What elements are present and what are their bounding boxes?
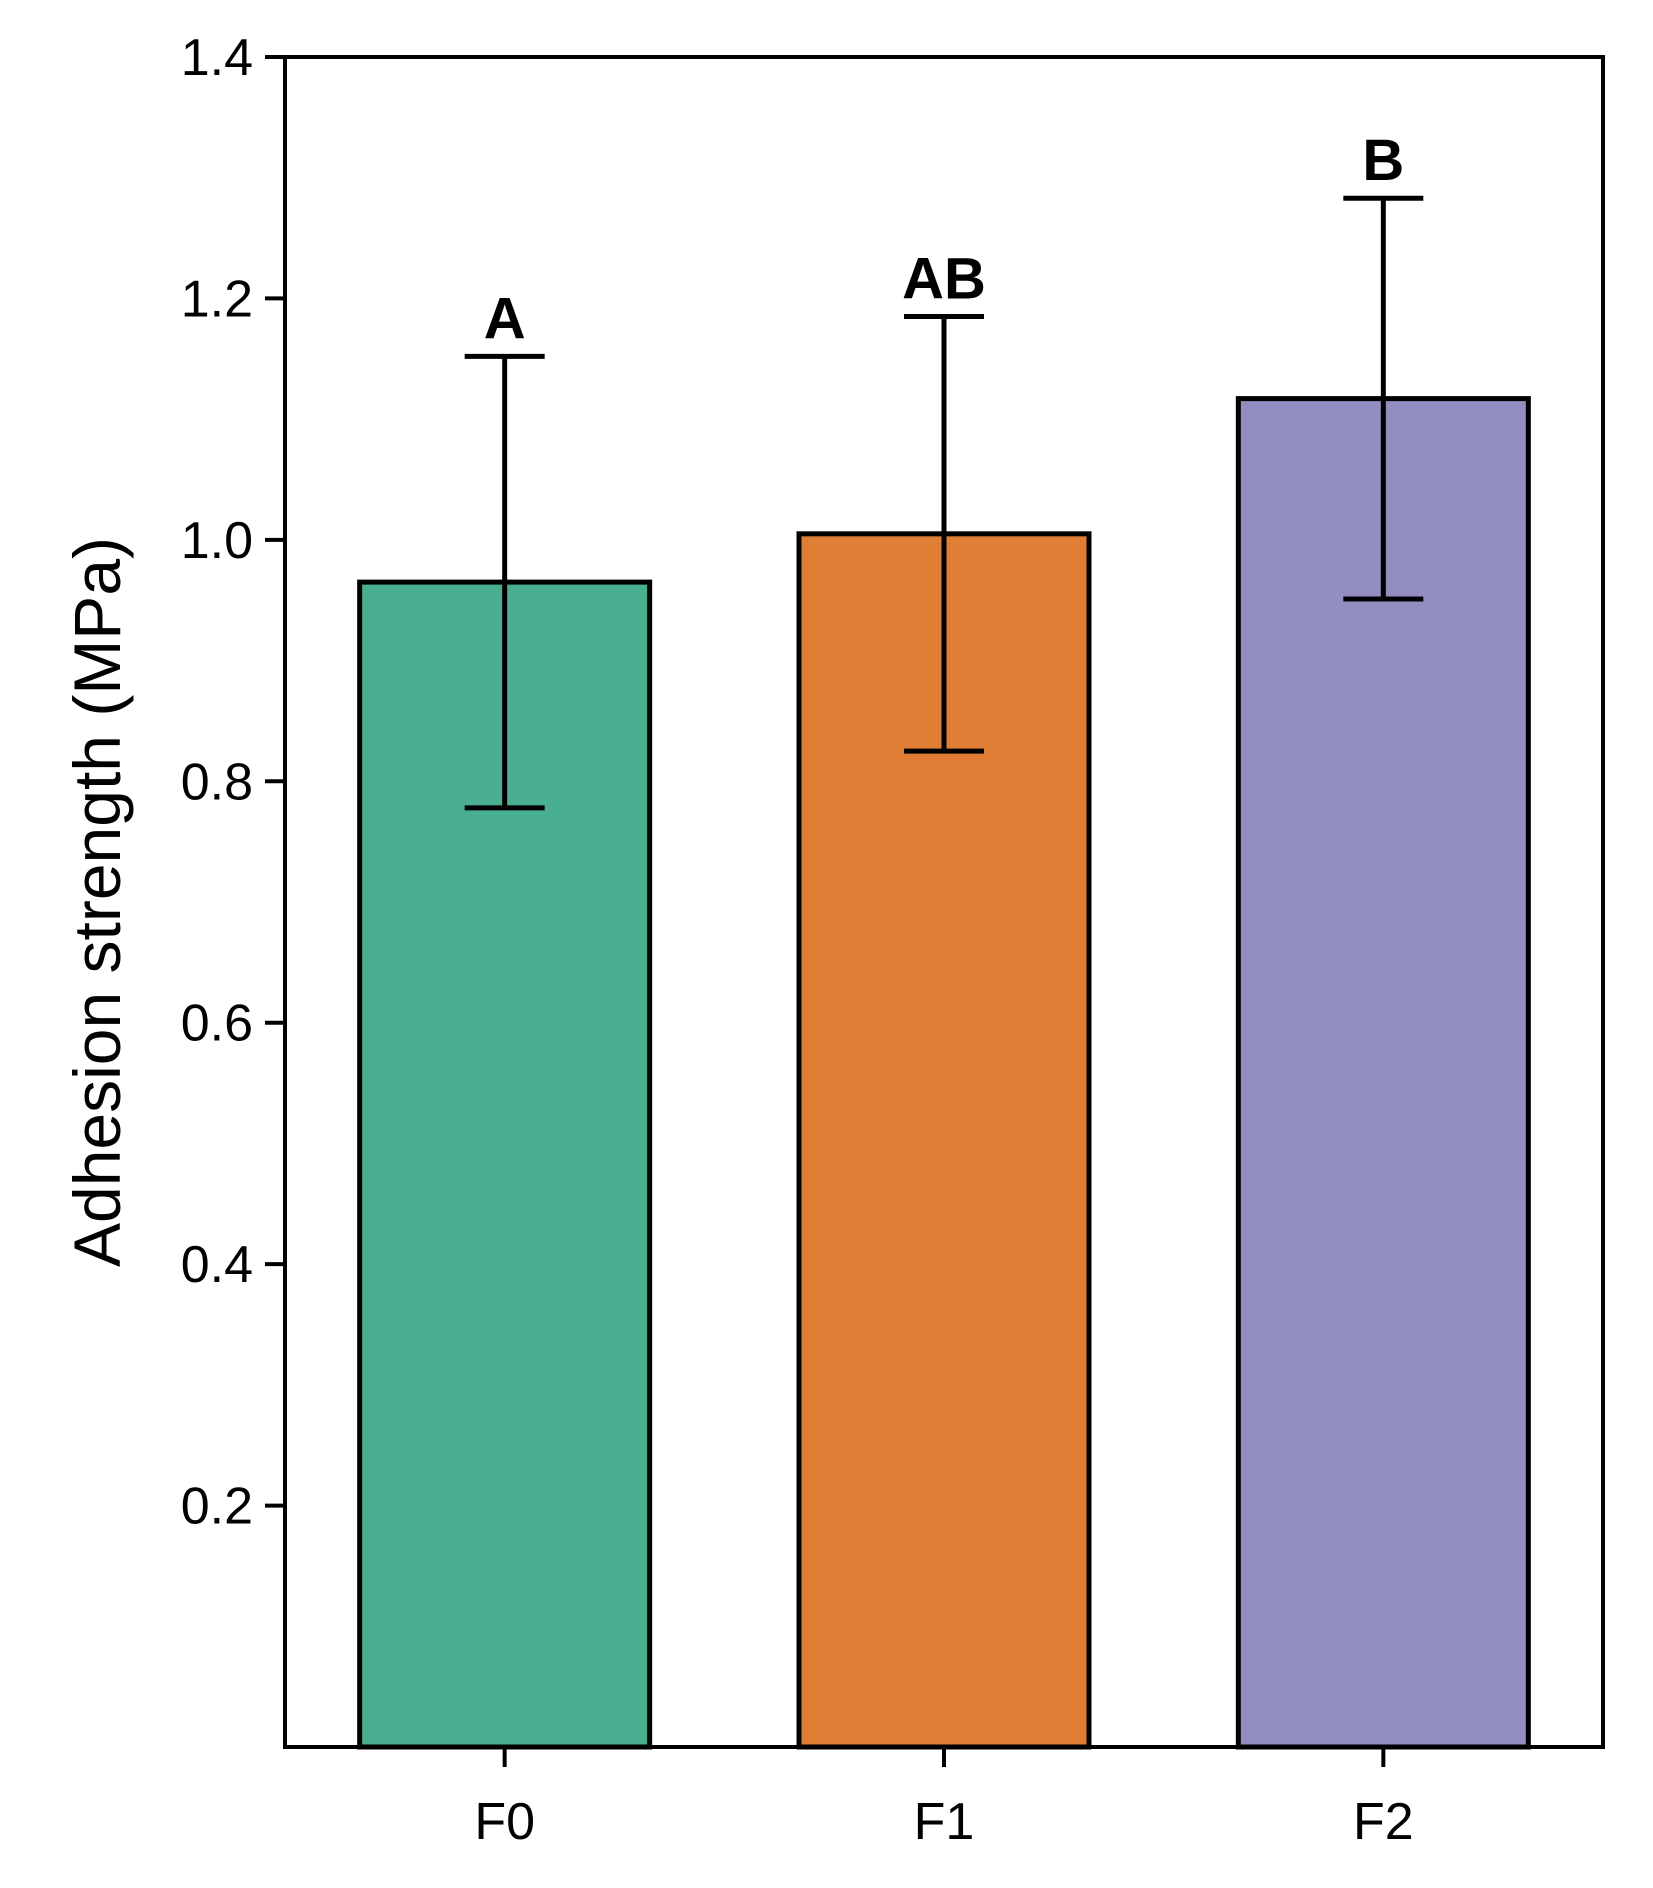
y-tick-label: 0.2 — [181, 1478, 253, 1536]
y-tick-label: 0.8 — [181, 753, 253, 811]
error-bars-layer — [464, 195, 1424, 811]
significance-label-f2: B — [1362, 128, 1404, 193]
y-axis: 0.2 0.4 0.6 0.8 1.0 1.2 1.4 — [181, 29, 285, 1536]
y-tick-label: 1.2 — [181, 270, 253, 328]
significance-label-f0: A — [484, 286, 526, 351]
x-axis: F0 F1 F2 — [474, 1747, 1414, 1851]
significance-labels-layer: A AB B — [484, 128, 1405, 351]
x-tick-label-f0: F0 — [474, 1793, 535, 1851]
y-tick-label: 0.4 — [181, 1236, 253, 1294]
significance-label-f1: AB — [902, 247, 986, 312]
x-tick-label-f2: F2 — [1353, 1793, 1414, 1851]
y-tick-label: 1.4 — [181, 29, 253, 87]
x-tick-label-f1: F1 — [914, 1793, 975, 1851]
y-tick-label: 1.0 — [181, 512, 253, 570]
y-axis-title: Adhesion strength (MPa) — [60, 537, 134, 1267]
y-tick-label: 0.6 — [181, 995, 253, 1053]
